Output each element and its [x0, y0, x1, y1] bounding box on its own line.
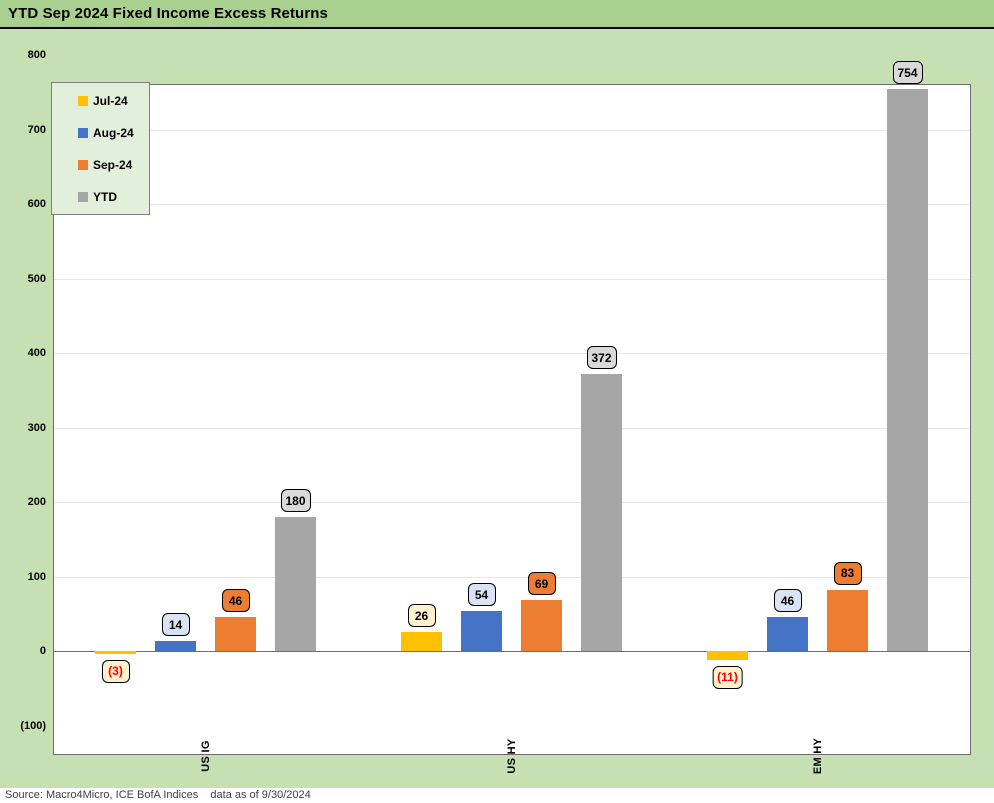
y-tick-label: 700	[27, 124, 46, 136]
y-tick-label: 800	[27, 49, 46, 61]
legend-label: Aug-24	[93, 126, 134, 140]
y-tick-label: 600	[27, 198, 46, 210]
chart-title: YTD Sep 2024 Fixed Income Excess Returns	[8, 5, 328, 22]
y-tick-label: 100	[27, 571, 46, 583]
plot-area	[53, 84, 971, 755]
y-tick-label: (100)	[20, 720, 46, 732]
chart-title-bar: YTD Sep 2024 Fixed Income Excess Returns	[0, 0, 994, 29]
legend-item-sep-24: Sep-24	[52, 149, 149, 181]
data-label-ytd-em-hy: 754	[892, 61, 923, 85]
sep-24-swatch-icon	[78, 160, 88, 170]
legend-label: Sep-24	[93, 158, 133, 172]
legend-item-jul-24: Jul-24	[52, 85, 149, 117]
y-tick-label: 200	[27, 496, 46, 508]
y-tick-label: 300	[27, 422, 46, 434]
jul-24-swatch-icon	[78, 96, 88, 106]
legend-label: Jul-24	[93, 94, 128, 108]
aug-24-swatch-icon	[78, 128, 88, 138]
legend-label: YTD	[93, 190, 117, 204]
legend-item-ytd: YTD	[52, 181, 149, 213]
y-tick-label: 500	[27, 273, 46, 285]
ytd-swatch-icon	[78, 192, 88, 202]
y-tick-label: 400	[27, 347, 46, 359]
legend: Jul-24 Aug-24 Sep-24 YTD	[51, 82, 150, 215]
y-tick-label: 0	[39, 645, 46, 657]
source-note: Source: Macro4Micro, ICE BofA Indices da…	[0, 788, 994, 803]
chart-background: 800 700 600 500 400 300 200 100 0 (100) (3) 26 (11)…	[0, 29, 994, 788]
legend-item-aug-24: Aug-24	[52, 117, 149, 149]
